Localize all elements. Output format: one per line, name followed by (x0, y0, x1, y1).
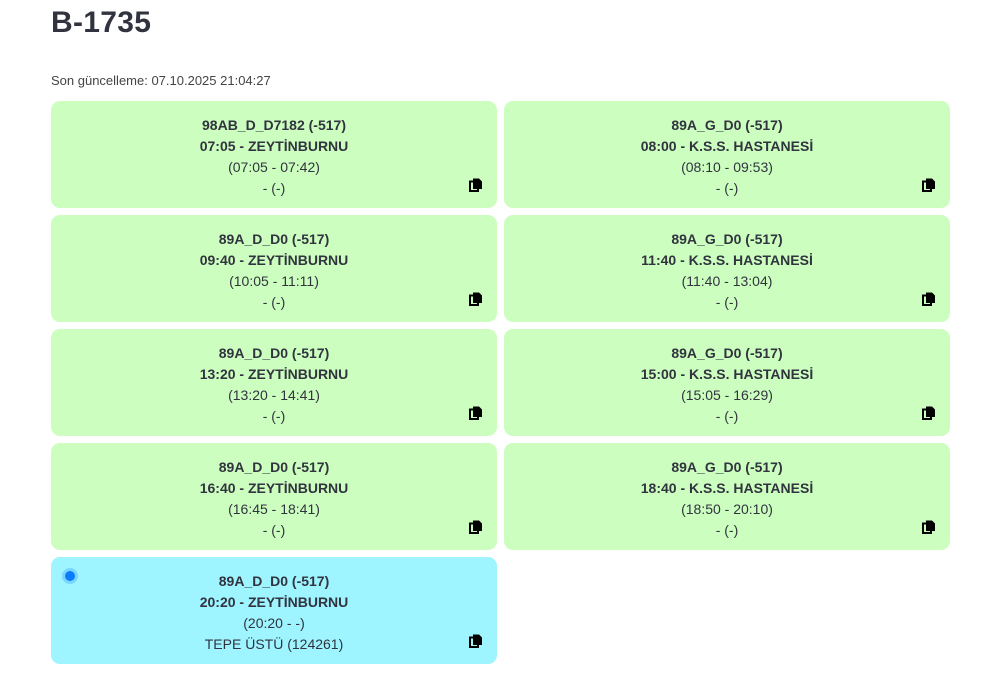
trip-times: (13:20 - 14:41) (228, 387, 320, 403)
trip-location: - (-) (262, 522, 286, 538)
trip-departure: 16:40 - ZEYTİNBURNU (199, 480, 349, 496)
trip-card: 89A_G_D0 (-517) 18:40 - K.S.S. HASTANESİ (… (504, 443, 950, 550)
copy-icon[interactable] (469, 405, 483, 420)
trip-location: - (-) (715, 408, 739, 424)
trip-location: - (-) (262, 180, 286, 196)
trip-code: 89A_G_D0 (-517) (671, 117, 783, 133)
copy-icon[interactable] (922, 405, 936, 420)
trip-location: - (-) (262, 294, 286, 310)
trip-departure: 08:00 - K.S.S. HASTANESİ (640, 138, 814, 154)
trip-times: (15:05 - 16:29) (681, 387, 773, 403)
trip-code: 89A_G_D0 (-517) (671, 345, 783, 361)
trip-card: 89A_D_D0 (-517) 09:40 - ZEYTİNBURNU (10:05… (51, 215, 497, 322)
trip-departure: 11:40 - K.S.S. HASTANESİ (641, 252, 813, 268)
trip-departure: 20:20 - ZEYTİNBURNU (199, 594, 349, 610)
copy-icon[interactable] (469, 177, 483, 192)
trip-code: 89A_G_D0 (-517) (671, 459, 783, 475)
trip-times: (10:05 - 11:11) (229, 273, 319, 289)
last-update-text: Son güncelleme: 07.10.2025 21:04:27 (51, 73, 271, 88)
trip-times: (18:50 - 20:10) (681, 501, 773, 517)
trip-location: TEPE ÜSTÜ (124261) (204, 636, 344, 652)
trip-location: - (-) (715, 294, 739, 310)
copy-icon[interactable] (469, 291, 483, 306)
trip-code: 89A_D_D0 (-517) (218, 573, 330, 589)
trip-code: 89A_G_D0 (-517) (671, 231, 783, 247)
trip-code: 89A_D_D0 (-517) (218, 231, 330, 247)
trip-location: - (-) (715, 180, 739, 196)
trip-departure: 07:05 - ZEYTİNBURNU (199, 138, 349, 154)
copy-icon[interactable] (469, 633, 483, 648)
trip-card: 98AB_D_D7182 (-517) 07:05 - ZEYTİNBURNU (0… (51, 101, 497, 208)
trip-card: 89A_D_D0 (-517) 13:20 - ZEYTİNBURNU (13:20… (51, 329, 497, 436)
copy-icon[interactable] (922, 519, 936, 534)
trip-code: 98AB_D_D7182 (-517) (202, 117, 346, 133)
trip-times: (16:45 - 18:41) (228, 501, 320, 517)
trip-card: 89A_G_D0 (-517) 08:00 - K.S.S. HASTANESİ (… (504, 101, 950, 208)
active-indicator-icon (65, 571, 75, 581)
copy-icon[interactable] (922, 291, 936, 306)
copy-icon[interactable] (469, 519, 483, 534)
trip-grid: 98AB_D_D7182 (-517) 07:05 - ZEYTİNBURNU (0… (51, 101, 950, 664)
trip-location: - (-) (715, 522, 739, 538)
trip-card: 89A_D_D0 (-517) 20:20 - ZEYTİNBURNU (20:20… (51, 557, 497, 664)
trip-departure: 15:00 - K.S.S. HASTANESİ (640, 366, 814, 382)
trip-card: 89A_G_D0 (-517) 15:00 - K.S.S. HASTANESİ (… (504, 329, 950, 436)
trip-times: (07:05 - 07:42) (228, 159, 320, 175)
trip-departure: 09:40 - ZEYTİNBURNU (199, 252, 349, 268)
trip-card: 89A_G_D0 (-517) 11:40 - K.S.S. HASTANESİ (… (504, 215, 950, 322)
trip-departure: 18:40 - K.S.S. HASTANESİ (640, 480, 814, 496)
copy-icon[interactable] (922, 177, 936, 192)
trip-times: (08:10 - 09:53) (681, 159, 773, 175)
trip-code: 89A_D_D0 (-517) (218, 459, 330, 475)
trip-card: 89A_D_D0 (-517) 16:40 - ZEYTİNBURNU (16:45… (51, 443, 497, 550)
trip-times: (20:20 - -) (243, 615, 305, 631)
trip-times: (11:40 - 13:04) (681, 273, 773, 289)
trip-code: 89A_D_D0 (-517) (218, 345, 330, 361)
trip-departure: 13:20 - ZEYTİNBURNU (199, 366, 349, 382)
page-title: B-1735 (51, 6, 152, 39)
trip-location: - (-) (262, 408, 286, 424)
